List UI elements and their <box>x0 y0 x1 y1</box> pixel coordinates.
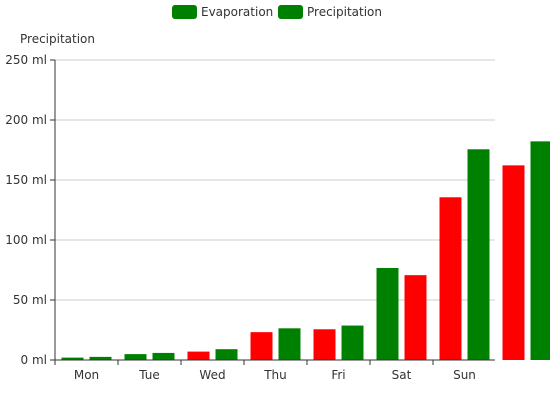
legend-label-precipitation: Precipitation <box>307 5 382 19</box>
x-tick-label-5: Sat <box>392 368 412 382</box>
y-axis-title: Precipitation <box>20 32 95 46</box>
y-tick-labels: 0 ml 50 ml 100 ml 150 ml 200 ml 250 ml <box>5 53 55 367</box>
x-tick-label-1: Tue <box>138 368 160 382</box>
bar-precipitation-2[interactable] <box>215 349 238 360</box>
bar-precipitation-3[interactable] <box>278 328 301 360</box>
bar-precipitation-1[interactable] <box>152 352 175 360</box>
legend-item-evaporation[interactable]: Evaporation <box>172 5 273 19</box>
y-tick-label-4: 200 ml <box>5 113 47 127</box>
y-tick-label-1: 50 ml <box>13 293 47 307</box>
axes <box>54 60 495 361</box>
bar-evaporation-7[interactable] <box>502 165 525 360</box>
y-tick-label-5: 250 ml <box>5 53 47 67</box>
legend: Evaporation Precipitation <box>172 5 382 19</box>
bar-evaporation-1[interactable] <box>124 354 147 360</box>
bar-evaporation-5[interactable] <box>376 267 399 360</box>
bars <box>61 141 550 360</box>
bar-evaporation-3[interactable] <box>250 332 273 360</box>
bar-precipitation-6[interactable] <box>467 149 490 360</box>
y-tick-label-2: 100 ml <box>5 233 47 247</box>
x-tick-label-4: Fri <box>331 368 345 382</box>
legend-swatch-precipitation <box>278 5 303 19</box>
bar-evaporation-4[interactable] <box>313 329 336 360</box>
legend-label-evaporation: Evaporation <box>201 5 273 19</box>
x-tick-label-6: Sun <box>453 368 476 382</box>
x-tick-label-3: Thu <box>263 368 287 382</box>
legend-swatch-evaporation <box>172 5 197 19</box>
y-tick-label-3: 150 ml <box>5 173 47 187</box>
x-tick-label-0: Mon <box>74 368 99 382</box>
gridlines <box>55 59 495 301</box>
bar-precipitation-4[interactable] <box>341 325 364 360</box>
bar-precipitation-7[interactable] <box>530 141 550 360</box>
x-tick-labels: Mon Tue Wed Thu Fri Sat Sun <box>54 360 476 382</box>
legend-item-precipitation[interactable]: Precipitation <box>278 5 382 19</box>
bar-precipitation-0[interactable] <box>89 356 112 360</box>
y-tick-label-0: 0 ml <box>21 353 47 367</box>
x-tick-label-2: Wed <box>199 368 225 382</box>
bar-precipitation-5[interactable] <box>404 275 427 360</box>
bar-evaporation-0[interactable] <box>61 357 84 360</box>
bar-evaporation-2[interactable] <box>187 351 210 360</box>
bar-evaporation-6[interactable] <box>439 197 462 360</box>
